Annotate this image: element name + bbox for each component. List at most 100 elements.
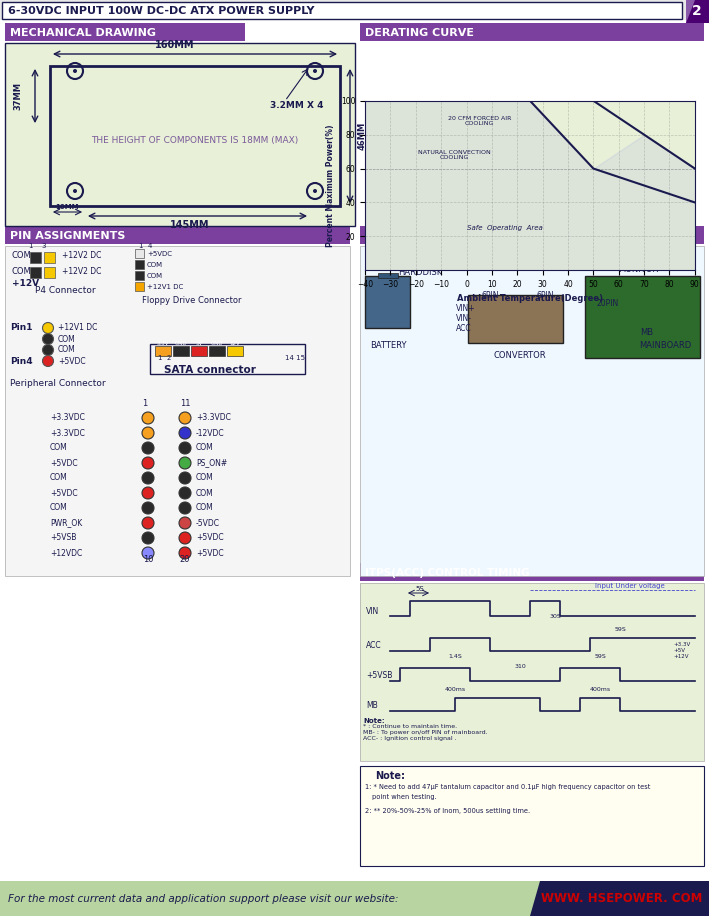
Text: 46MM: 46MM — [358, 122, 367, 150]
Circle shape — [179, 532, 191, 544]
Bar — [191, 346, 207, 356]
Circle shape — [179, 457, 191, 469]
Text: +3.3VDC: +3.3VDC — [196, 413, 231, 422]
Text: For the most current data and application support please visit our website:: For the most current data and applicatio… — [8, 894, 398, 904]
Bar — [360, 766, 704, 866]
Text: 11: 11 — [180, 399, 190, 408]
Text: Pin1: Pin1 — [10, 323, 33, 333]
Text: +3.3VDC: +3.3VDC — [50, 429, 85, 438]
Bar — [5, 226, 350, 244]
Text: 145MM: 145MM — [170, 220, 210, 230]
Circle shape — [142, 412, 154, 424]
Text: 20PIN: 20PIN — [597, 299, 619, 308]
Text: +5VDC: +5VDC — [147, 251, 172, 257]
Text: ITPS(ACC) CONTROL TIMING: ITPS(ACC) CONTROL TIMING — [365, 568, 530, 578]
Text: P4 Connector: P4 Connector — [35, 286, 96, 295]
Text: +12V2 DC: +12V2 DC — [62, 252, 101, 260]
Bar — [135, 260, 144, 269]
Text: 59S: 59S — [594, 654, 606, 659]
Text: 2: 2 — [692, 4, 702, 18]
Text: point when testing.: point when testing. — [372, 794, 437, 800]
Bar — [365, 276, 410, 328]
Bar — [5, 246, 350, 576]
Text: 10MM: 10MM — [55, 204, 79, 210]
Text: * : Continue to maintain time.: * : Continue to maintain time. — [363, 724, 457, 729]
Circle shape — [43, 322, 53, 333]
Circle shape — [179, 472, 191, 484]
Text: COM: COM — [12, 252, 32, 260]
Text: PWR_OK: PWR_OK — [50, 518, 82, 528]
Text: HARDDISK: HARDDISK — [398, 268, 442, 277]
Text: 400ms: 400ms — [445, 687, 466, 692]
Text: 5S: 5S — [415, 586, 425, 592]
Bar — [150, 344, 305, 374]
Circle shape — [179, 442, 191, 454]
Text: VIN-: VIN- — [456, 314, 472, 323]
Bar — [227, 346, 243, 356]
Bar — [173, 346, 189, 356]
Bar — [0, 0, 709, 20]
Text: MB: MB — [366, 702, 378, 711]
Text: 6PIN: 6PIN — [536, 291, 554, 300]
Text: 1  2: 1 2 — [158, 355, 172, 361]
Text: -12VDC: -12VDC — [196, 429, 225, 438]
Text: 2: ** 20%-50%-25% of Inom, 500us settling time.: 2: ** 20%-50%-25% of Inom, 500us settlin… — [365, 808, 530, 814]
Text: PS_ON#: PS_ON# — [196, 459, 228, 467]
Bar — [135, 271, 144, 280]
Text: PIN ASSIGNMENTS: PIN ASSIGNMENTS — [10, 231, 125, 241]
Text: GND: GND — [174, 341, 187, 346]
Text: VIN: VIN — [366, 606, 379, 616]
Bar — [5, 43, 355, 226]
Text: DERATING CURVE: DERATING CURVE — [365, 28, 474, 38]
Bar — [360, 23, 704, 41]
Text: +5VDC: +5VDC — [196, 549, 223, 558]
Text: Note:: Note: — [375, 771, 405, 781]
Text: 3: 3 — [42, 243, 46, 249]
Text: 3.3V: 3.3V — [157, 341, 169, 346]
Text: +5VDC: +5VDC — [58, 356, 86, 365]
Text: 1: 1 — [138, 243, 143, 249]
Circle shape — [179, 427, 191, 439]
Bar — [44, 252, 55, 263]
Bar — [383, 230, 448, 248]
Text: +3.3VDC: +3.3VDC — [50, 413, 85, 422]
Bar — [30, 252, 41, 263]
Text: THE HEIGHT OF COMPONENTS IS 18MM (MAX): THE HEIGHT OF COMPONENTS IS 18MM (MAX) — [91, 136, 298, 145]
Text: COM: COM — [196, 488, 213, 497]
Text: WWW. HSEPOWER. COM: WWW. HSEPOWER. COM — [541, 892, 703, 906]
Text: Input Under voltage: Input Under voltage — [595, 583, 665, 589]
Circle shape — [142, 442, 154, 454]
Text: COM: COM — [50, 443, 68, 453]
Text: 37MM: 37MM — [13, 82, 23, 110]
Text: 4: 4 — [148, 243, 152, 249]
Circle shape — [43, 333, 53, 344]
Text: 5V: 5V — [196, 341, 203, 346]
Text: VIN+: VIN+ — [456, 304, 476, 313]
Text: BATTERY: BATTERY — [370, 341, 406, 350]
Text: COM: COM — [58, 334, 76, 344]
Y-axis label: Percent Maximum Power(%): Percent Maximum Power(%) — [326, 125, 335, 246]
Text: 10: 10 — [143, 555, 153, 564]
Bar — [155, 346, 171, 356]
Bar — [360, 583, 704, 761]
Text: COM: COM — [50, 504, 68, 512]
Text: 1.4S: 1.4S — [448, 654, 462, 659]
Bar — [44, 267, 55, 278]
Bar — [5, 43, 355, 226]
Text: 1: 1 — [28, 243, 32, 249]
Bar — [209, 346, 225, 356]
Text: MAINBOARD: MAINBOARD — [639, 341, 691, 350]
Bar — [468, 295, 563, 343]
Text: +5VSB: +5VSB — [366, 671, 392, 681]
Bar — [2, 2, 682, 19]
Text: MECHANICAL DRAWING: MECHANICAL DRAWING — [10, 28, 156, 38]
Text: +5VDC: +5VDC — [196, 533, 223, 542]
Bar — [0, 881, 709, 916]
Circle shape — [142, 502, 154, 514]
Text: 6-30VDC INPUT 100W DC-DC ATX POWER SUPPLY: 6-30VDC INPUT 100W DC-DC ATX POWER SUPPL… — [8, 6, 315, 16]
Bar — [540, 881, 709, 916]
Bar — [360, 246, 704, 576]
Text: 3.2MM X 4: 3.2MM X 4 — [270, 102, 323, 111]
Circle shape — [179, 412, 191, 424]
Text: NATURAL CONVECTION
COOLING: NATURAL CONVECTION COOLING — [418, 149, 490, 160]
